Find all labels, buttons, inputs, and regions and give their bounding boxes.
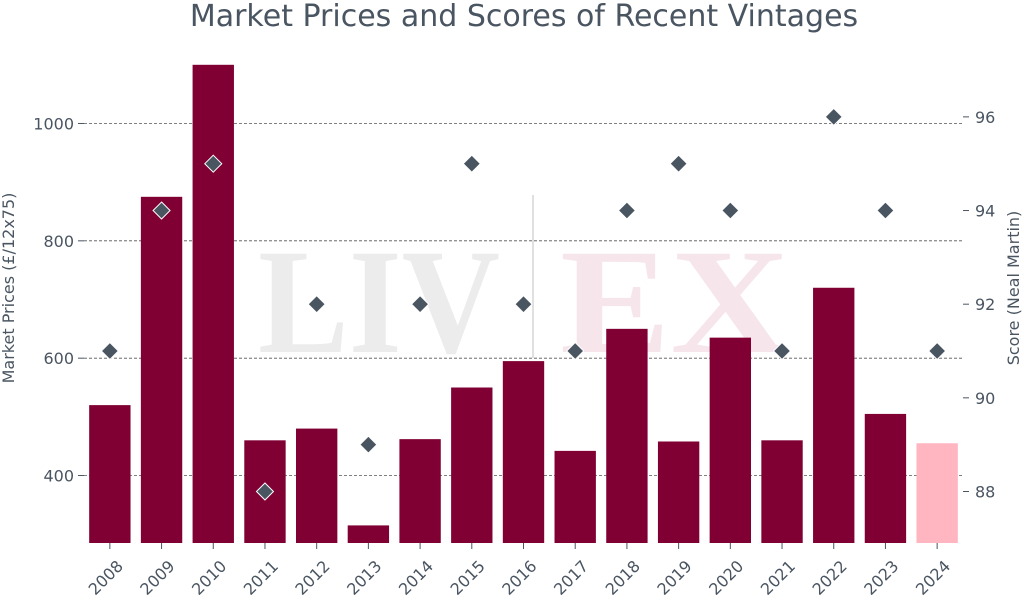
x-tick-label: 2015 — [447, 557, 489, 599]
score-marker-2024 — [927, 341, 947, 361]
x-tick-label: 2020 — [705, 557, 747, 599]
x-axis: 2008 2009 2010 2011 2012 2013 2014 2015 2016 2017… — [85, 543, 954, 599]
x-tick-label: 2011 — [240, 557, 282, 599]
y-tick-label: 1000 — [33, 114, 74, 133]
y-axis-label: Market Prices (£/12x75) — [0, 193, 18, 384]
watermark-right: EX — [560, 219, 790, 385]
y2-tick-label: 96 — [975, 108, 995, 127]
score-marker-2013 — [359, 435, 378, 454]
x-tick-label: 2017 — [550, 557, 592, 599]
bar-2014 — [399, 439, 441, 543]
bar-2021 — [761, 440, 803, 543]
score-marker-2017 — [565, 341, 585, 361]
bar-2012 — [295, 428, 338, 543]
score-marker-2021 — [772, 341, 792, 361]
x-tick-label: 2014 — [395, 557, 437, 599]
bar-2015 — [451, 387, 493, 543]
score-marker-2023 — [876, 201, 895, 220]
x-tick-label: 2016 — [498, 557, 540, 599]
y2-tick-label: 88 — [975, 482, 995, 501]
chart-title: Market Prices and Scores of Recent Vinta… — [190, 0, 858, 34]
bar-2013 — [347, 525, 390, 543]
y2-tick-label: 92 — [975, 295, 995, 314]
y2-axis-label: Score (Neal Martin) — [1004, 211, 1023, 366]
x-tick-label: 2009 — [136, 557, 178, 599]
y2-tick-label: 94 — [975, 202, 995, 221]
bar-2019 — [657, 441, 700, 543]
y-tick-label: 400 — [43, 467, 74, 486]
score-marker-2019 — [669, 154, 688, 173]
bar-2008 — [89, 405, 131, 543]
watermark-left: LIV — [258, 219, 500, 385]
x-tick-label: 2010 — [188, 557, 230, 599]
score-marker-2012 — [307, 294, 326, 314]
bar-2024 — [916, 443, 958, 543]
y-axis-right: 88 90 92 94 96 — [963, 108, 995, 501]
x-tick-label: 2012 — [291, 557, 333, 599]
score-marker-2020 — [721, 201, 740, 220]
x-tick-label: 2024 — [912, 557, 954, 599]
score-marker-2009 — [152, 201, 171, 220]
bar-2009 — [140, 196, 183, 543]
score-marker-2015 — [462, 154, 482, 173]
bars — [89, 64, 958, 543]
y-tick-label: 800 — [43, 232, 74, 251]
bar-2018 — [606, 328, 648, 543]
score-marker-2014 — [410, 294, 430, 314]
x-tick-label: 2018 — [602, 557, 644, 599]
y2-tick-label: 90 — [975, 389, 995, 408]
bar-2023 — [864, 413, 907, 543]
score-marker-2011 — [255, 482, 275, 501]
score-marker-2010 — [204, 154, 223, 173]
x-tick-label: 2008 — [85, 557, 127, 599]
x-tick-label: 2013 — [343, 557, 385, 599]
x-tick-label: 2021 — [757, 557, 799, 599]
x-tick-label: 2019 — [653, 557, 695, 599]
bar-2020 — [709, 337, 752, 543]
watermark: LIV EX — [258, 195, 790, 385]
bar-2022 — [813, 287, 855, 543]
score-marker-2016 — [514, 294, 533, 314]
y-tick-label: 600 — [43, 349, 74, 368]
score-markers — [100, 107, 947, 501]
score-marker-2022 — [824, 107, 843, 127]
y-axis-left: 400 600 800 1000 — [33, 114, 84, 486]
x-tick-label: 2022 — [809, 557, 851, 599]
bar-2016 — [502, 361, 545, 543]
x-tick-label: 2023 — [860, 557, 902, 599]
bar-2010 — [192, 64, 234, 543]
score-marker-2018 — [617, 201, 637, 220]
score-marker-2008 — [100, 341, 120, 361]
bar-2017 — [554, 450, 596, 543]
